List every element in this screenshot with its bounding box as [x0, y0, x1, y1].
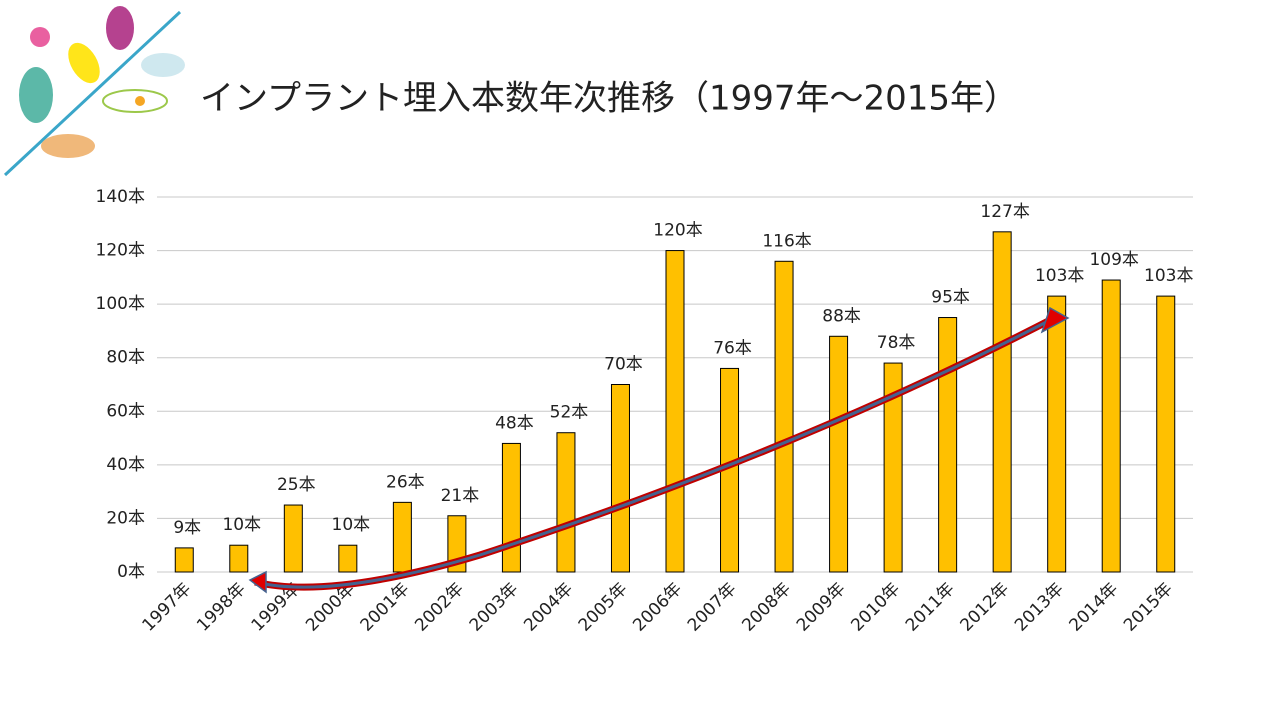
x-tick-label: 2009年 — [793, 579, 850, 636]
x-tick-label: 2001年 — [357, 579, 414, 636]
y-tick-label: 80本 — [106, 348, 145, 368]
x-tick-label: 2010年 — [847, 579, 904, 636]
x-tick-label: 2008年 — [738, 579, 795, 636]
value-label: 95本 — [931, 288, 970, 308]
value-label: 9本 — [173, 518, 201, 538]
x-tick-label: 2013年 — [1011, 579, 1068, 636]
x-tick-label: 1998年 — [193, 579, 250, 636]
plot: 0本 20本 40本 60本 80本 100本 120本 140本 1997年 9本 1998年 10… — [96, 187, 1194, 636]
value-label: 103本 — [1035, 266, 1084, 286]
bar — [501, 442, 521, 573]
value-label: 52本 — [550, 403, 589, 423]
value-label: 10本 — [222, 515, 261, 535]
bar — [883, 362, 903, 573]
y-tick-label: 120本 — [96, 241, 145, 261]
y-tick-label: 40本 — [106, 455, 145, 475]
bar — [338, 544, 358, 573]
x-tick-label: 2003年 — [466, 579, 523, 636]
value-label: 70本 — [604, 355, 643, 375]
x-tick-label: 2007年 — [684, 579, 741, 636]
x-tick-label: 2014年 — [1066, 579, 1123, 636]
value-label: 10本 — [332, 515, 371, 535]
bar — [1156, 295, 1176, 573]
y-tick-label: 100本 — [96, 294, 145, 314]
y-tick-label: 20本 — [106, 508, 145, 528]
bar — [174, 547, 194, 573]
value-label: 103本 — [1144, 266, 1193, 286]
value-label: 120本 — [653, 221, 702, 241]
bar — [392, 501, 412, 573]
x-tick-label: 1997年 — [139, 579, 196, 636]
bar — [829, 335, 849, 573]
y-tick-label: 0本 — [117, 562, 145, 582]
bar — [283, 504, 303, 573]
value-label: 48本 — [495, 413, 534, 433]
x-tick-label: 2005年 — [575, 579, 632, 636]
x-tick-label: 2015年 — [1120, 579, 1177, 636]
bar — [610, 384, 630, 573]
y-tick-label: 60本 — [106, 401, 145, 421]
x-tick-label: 2002年 — [411, 579, 468, 636]
bar — [556, 432, 576, 573]
bar — [665, 250, 685, 573]
x-tick-label: 2012年 — [956, 579, 1013, 636]
x-tick-label: 2004年 — [520, 579, 577, 636]
y-tick-label: 140本 — [96, 187, 145, 207]
trend-arrow — [248, 306, 1070, 594]
value-label: 127本 — [980, 202, 1029, 222]
bar — [1047, 295, 1067, 573]
value-label: 21本 — [441, 486, 480, 506]
x-tick-label: 2006年 — [629, 579, 686, 636]
value-label: 116本 — [762, 231, 811, 251]
bar — [938, 317, 958, 573]
value-label: 109本 — [1089, 250, 1138, 270]
bar — [992, 231, 1012, 573]
value-label: 76本 — [713, 338, 752, 358]
bar — [774, 260, 794, 573]
value-label: 88本 — [822, 306, 861, 326]
bar — [1101, 279, 1121, 573]
chart-title: インプラント埋入本数年次推移（1997年～2015年） — [200, 79, 1018, 119]
value-label: 25本 — [277, 475, 316, 495]
x-tick-label: 2011年 — [902, 579, 959, 636]
decoration — [3, 6, 185, 177]
bar — [229, 544, 249, 573]
value-label: 26本 — [386, 472, 425, 492]
value-label: 78本 — [877, 333, 916, 353]
